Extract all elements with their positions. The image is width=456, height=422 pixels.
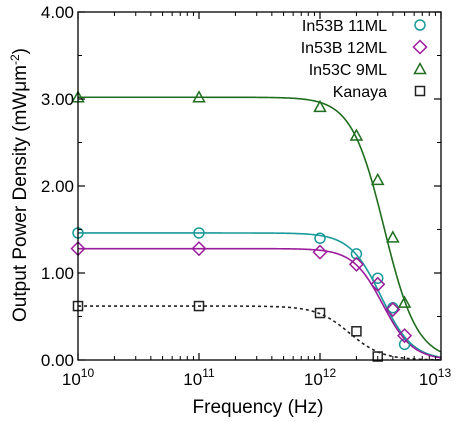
y-tick-label: 3.00 — [41, 90, 74, 109]
y-tick-label: 0.00 — [41, 351, 74, 370]
data-point — [385, 301, 401, 318]
legend-label: Kanaya — [333, 84, 387, 101]
x-tick-label: 1012 — [304, 366, 337, 389]
legend-marker — [414, 19, 426, 31]
fit-curves — [78, 96, 441, 360]
y-axis-title-exponent: -2 — [8, 54, 22, 65]
data-point — [193, 300, 205, 312]
data-point — [312, 244, 328, 260]
y-axis-title: Output Power Density (mWμm-2) — [8, 48, 31, 322]
data-point — [193, 227, 205, 239]
data-point — [370, 172, 385, 186]
legend-marker — [413, 61, 427, 75]
data-point — [371, 272, 384, 284]
data-point — [192, 90, 206, 103]
data-point — [349, 128, 364, 141]
legend-label: In53C 9ML — [309, 62, 387, 79]
series-line-0 — [78, 232, 441, 359]
data-point — [314, 307, 326, 319]
data-point — [313, 99, 327, 113]
data-point — [370, 276, 386, 292]
data-point — [348, 256, 364, 272]
y-tick-label: 2.00 — [41, 177, 74, 196]
data-point — [397, 328, 413, 344]
legend-label: In53B 12ML — [301, 40, 387, 57]
data-point — [387, 302, 399, 314]
data-point — [372, 351, 383, 362]
legend-marker — [412, 39, 428, 55]
y-tick-label: 1.00 — [41, 264, 74, 283]
data-point — [386, 230, 400, 243]
x-tick-label: 1010 — [62, 366, 95, 389]
x-tick-label: 1011 — [183, 366, 215, 389]
legend-label: In53B 11ML — [302, 18, 387, 35]
legend-marker — [414, 85, 426, 97]
data-point — [191, 241, 207, 257]
series-line-3 — [78, 305, 441, 360]
data-point — [351, 326, 362, 337]
data-point — [314, 232, 326, 244]
x-axis-title: Frequency (Hz) — [193, 397, 324, 418]
series-line-2 — [78, 96, 441, 353]
axes: 0.00 1.00 2.00 3.00 4.00 1010 1011 1012 1013 — [41, 3, 452, 389]
data-markers — [70, 90, 413, 362]
data-point — [398, 338, 411, 351]
y-tick-label: 4.00 — [41, 3, 74, 22]
series-line-1 — [78, 247, 441, 359]
x-tick-label: 1013 — [419, 366, 452, 389]
data-point — [397, 295, 412, 308]
legend: In53B 11ML In53B 12ML In53C 9ML Kanaya — [301, 18, 428, 101]
